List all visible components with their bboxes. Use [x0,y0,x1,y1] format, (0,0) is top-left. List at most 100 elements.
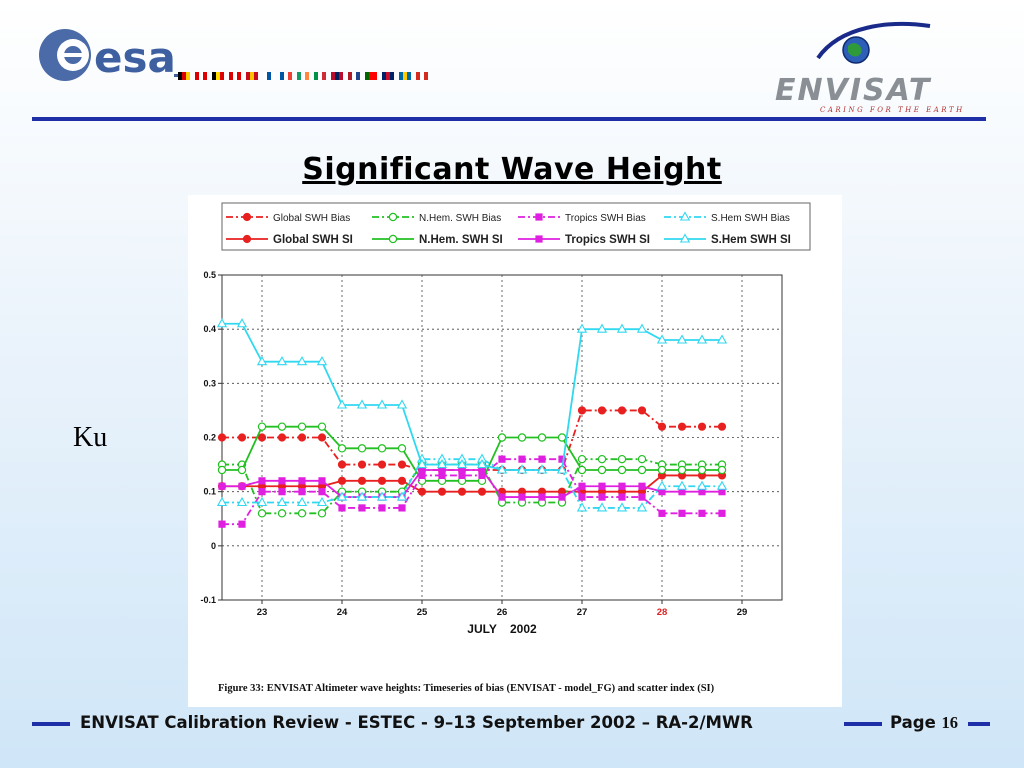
flag-stripe [424,72,428,80]
data-point [257,433,267,442]
x-tick-label: 23 [257,607,268,618]
data-point [677,422,687,431]
data-point [538,493,546,501]
flag-stripe [416,72,420,80]
data-point [598,482,606,490]
x-tick-label: 29 [737,607,748,618]
data-point [577,406,587,415]
data-point [238,482,246,490]
esa-logo: esa [39,29,428,82]
data-point [316,356,328,366]
flag-stripe [195,72,199,80]
footer-bar-right [968,722,990,726]
data-point [558,493,566,501]
flag-stripe [284,72,288,80]
flag-stripe [246,72,250,80]
legend-swatch-marker [242,234,252,244]
data-point [637,465,647,475]
data-point [617,406,627,415]
data-point [517,433,527,442]
data-point [456,458,468,469]
flag-stripe [229,72,233,80]
flag-stripe [267,72,271,80]
data-point [577,465,587,475]
footer-bar-left [32,722,70,726]
data-point [256,496,268,507]
data-point [378,504,386,512]
data-point [297,422,307,431]
flag-stripe [305,72,309,80]
page-label: Page [890,713,936,732]
flag-stripe [322,72,326,80]
y-tick-label: 0.1 [203,487,216,497]
page-number: 16 [941,713,959,732]
flag-stripe [399,72,403,80]
data-point [277,433,287,442]
data-point [518,455,526,463]
footer-bar-middle [844,722,882,726]
data-point [718,509,726,517]
data-point [696,480,708,490]
data-point [618,482,626,490]
data-point [278,477,286,485]
legend-label: N.Hem. SWH SI [419,234,503,246]
flag-stripe [288,72,292,80]
data-point [257,509,267,518]
flag-stripe [178,72,182,80]
data-point [336,491,348,501]
flag-stripe [386,72,390,80]
data-point [316,496,328,507]
envisat-logo-text: ENVISAT [775,73,932,108]
x-tick-label: 27 [577,607,588,618]
flag-stripe [403,72,407,80]
flag-stripe [254,72,258,80]
data-point [297,509,307,518]
data-point [577,454,587,464]
legend-label: N.Hem. SWH Bias [419,213,501,224]
data-point [397,444,407,453]
data-point [537,433,547,442]
data-point [357,476,367,485]
data-point [437,487,447,496]
data-point [298,477,306,485]
flag-stripe [297,72,301,80]
data-point [416,458,428,469]
data-point [377,460,387,469]
data-point [576,323,588,333]
data-point [597,454,607,464]
legend-swatch-marker [242,212,252,222]
data-point [636,502,648,512]
data-point [237,433,247,442]
data-point [657,465,667,475]
data-point [657,422,667,431]
data-point [597,465,607,475]
data-point [678,488,686,496]
data-point [638,482,646,490]
data-point [218,482,226,490]
data-point [337,444,347,453]
flag-stripe [339,72,343,80]
data-point [317,433,327,442]
data-point [217,433,227,442]
data-point [598,493,606,501]
flag-stripe [220,72,224,80]
data-point [377,476,387,485]
flag-stripe [335,72,339,80]
data-point [497,433,507,442]
data-point [238,520,246,528]
data-point [616,323,628,333]
data-point [318,477,326,485]
data-point [276,496,288,507]
data-point [498,455,506,463]
data-point [297,433,307,442]
data-point [258,477,266,485]
envisat-tagline: CARING FOR THE EARTH [820,106,965,114]
data-point [458,466,466,474]
data-point [496,464,508,474]
data-point [438,466,446,474]
flag-stripe [199,72,203,80]
flag-stripe [390,72,394,80]
data-point [376,491,388,501]
flag-stripe [186,72,190,80]
flag-stripe [314,72,318,80]
